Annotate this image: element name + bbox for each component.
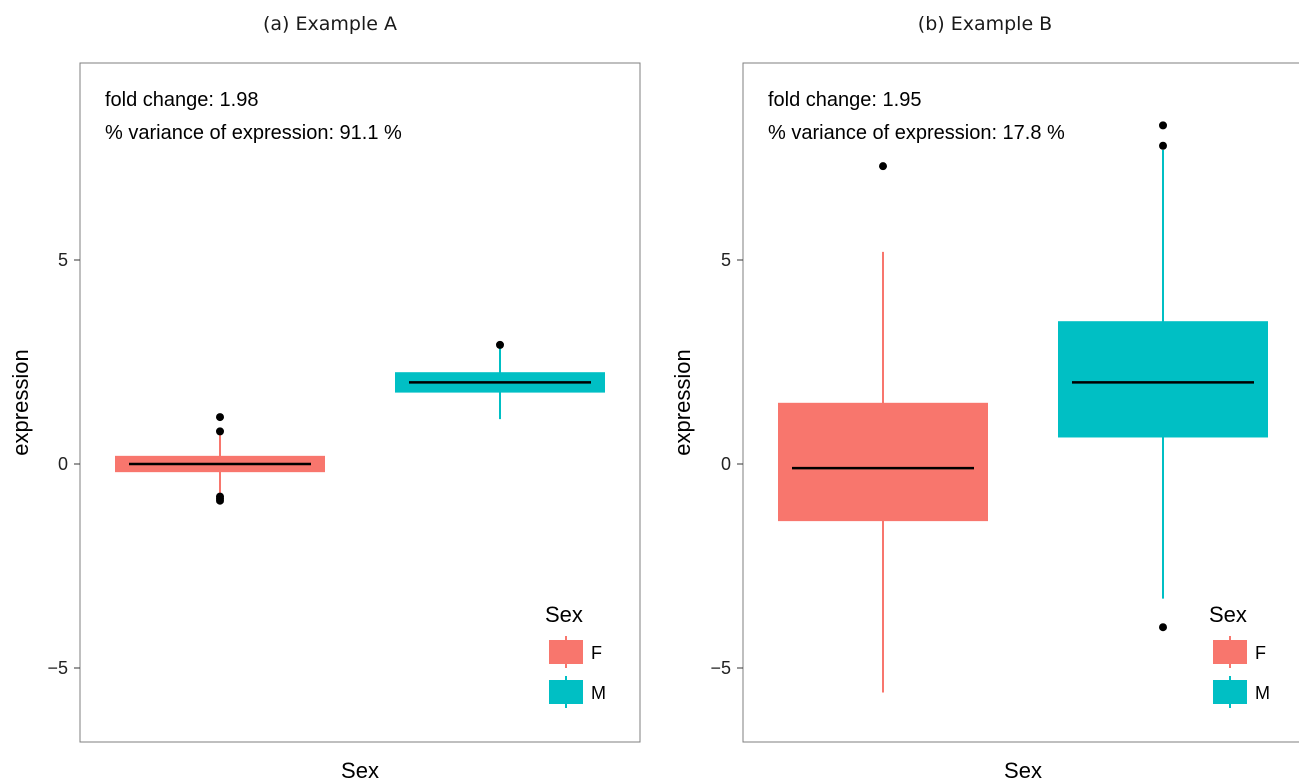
legend-key-M xyxy=(549,676,583,708)
legend-label: F xyxy=(591,643,602,663)
outlier-point xyxy=(216,496,224,505)
x-axis-label: Sex xyxy=(1004,758,1042,783)
plot-frame xyxy=(79,62,641,743)
legend-title: Sex xyxy=(545,602,583,627)
outlier-point xyxy=(1159,141,1167,150)
annotation-text: % variance of expression: 17.8 % xyxy=(768,122,1065,144)
y-tick-label: 0 xyxy=(721,454,731,474)
box-M xyxy=(395,340,605,420)
x-axis-label: Sex xyxy=(341,758,379,783)
legend-label: M xyxy=(1255,683,1270,703)
outlier-point xyxy=(496,340,504,349)
chart-title: (b) Example B xyxy=(918,13,1052,35)
y-tick-label: 0 xyxy=(58,454,68,474)
legend-key-box xyxy=(549,680,583,704)
y-axis-label: expression xyxy=(670,349,695,455)
legend-title: Sex xyxy=(1209,602,1247,627)
box-F xyxy=(778,162,988,693)
outlier-point xyxy=(1159,623,1167,632)
y-tick-label: −5 xyxy=(710,658,731,678)
box-body xyxy=(1058,321,1268,438)
legend-key-F xyxy=(1213,636,1247,668)
legend-key-box xyxy=(1213,680,1247,704)
legend-key-F xyxy=(549,636,583,668)
outlier-point xyxy=(216,427,224,436)
outlier-point xyxy=(879,162,887,171)
legend-label: F xyxy=(1255,643,1266,663)
legend-key-box xyxy=(549,640,583,664)
chart-title: (a) Example A xyxy=(263,13,397,35)
legend-key-M xyxy=(1213,676,1247,708)
annotation-text: % variance of expression: 91.1 % xyxy=(105,122,402,144)
outlier-point xyxy=(216,413,224,422)
legend-key-box xyxy=(1213,640,1247,664)
outlier-point xyxy=(1159,121,1167,130)
legend: Sex FM xyxy=(545,602,606,708)
legend-label: M xyxy=(591,683,606,703)
y-tick-label: 5 xyxy=(721,250,731,270)
chart-panel-a: (a) Example A −5 0 5 expression Sex fold chang… xyxy=(8,13,641,783)
y-tick-label: 5 xyxy=(58,250,68,270)
annotation-text: fold change: 1.95 xyxy=(768,89,921,111)
box-F xyxy=(115,413,325,505)
annotation-text: fold change: 1.98 xyxy=(105,89,258,111)
legend: Sex FM xyxy=(1209,602,1270,708)
box-body xyxy=(778,402,988,522)
chart-panel-b: (b) Example B −5 0 5 expression Sex fold chang… xyxy=(670,13,1299,783)
box-M xyxy=(1058,121,1268,632)
y-tick-label: −5 xyxy=(47,658,68,678)
y-axis-label: expression xyxy=(8,349,33,455)
